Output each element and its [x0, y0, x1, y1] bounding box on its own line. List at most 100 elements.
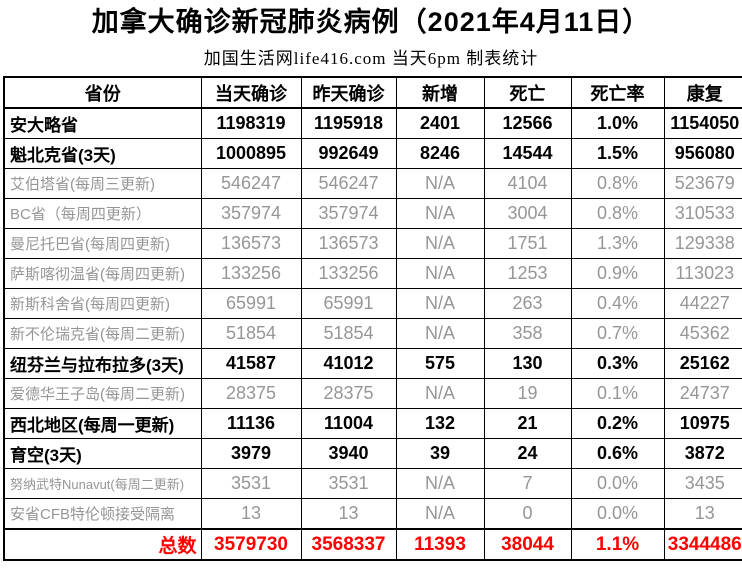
cell-recovered: 10975 [663, 408, 742, 439]
cell-province: 新不伦瑞克省(每周二更新) [3, 318, 202, 349]
cell-deaths: 263 [483, 288, 572, 319]
cell-recovered: 3344486 [663, 528, 742, 561]
table-row: 育空(3天) 3979 3940 39 24 0.6% 3872 [3, 438, 742, 469]
table-row: 西北地区(每周一更新) 11136 11004 132 21 0.2% 10975 [3, 408, 742, 439]
cell-today: 3979 [200, 438, 302, 469]
cell-new-cases: N/A [395, 498, 485, 530]
cell-deaths: 24 [483, 438, 572, 469]
cell-new-cases: 8246 [395, 138, 485, 169]
cell-deaths: 4104 [483, 168, 572, 199]
header-row: 省份 当天确诊 昨天确诊 新增 死亡 死亡率 康复 [3, 76, 742, 109]
column-header: 新增 [395, 76, 485, 109]
cell-death-rate: 0.9% [570, 258, 665, 289]
table-body: 安大略省 1198319 1195918 2401 12566 1.0% 1154050 魁北… [3, 107, 742, 561]
cell-today: 51854 [200, 318, 302, 349]
cell-recovered: 113023 [663, 258, 742, 289]
cell-recovered: 310533 [663, 198, 742, 229]
cell-province: 西北地区(每周一更新) [3, 408, 202, 439]
table-row: 曼尼托巴省(每周四更新) 136573 136573 N/A 1751 1.3% 12933… [3, 228, 742, 259]
cell-yesterday: 51854 [300, 318, 397, 349]
cell-recovered: 13 [663, 498, 742, 530]
cell-death-rate: 0.8% [570, 198, 665, 229]
cell-yesterday: 3568337 [300, 528, 397, 561]
cell-deaths: 7 [483, 468, 572, 499]
cell-new-cases: N/A [395, 198, 485, 229]
cell-death-rate: 1.5% [570, 138, 665, 169]
cell-today: 65991 [200, 288, 302, 319]
cell-yesterday: 133256 [300, 258, 397, 289]
cell-yesterday: 3531 [300, 468, 397, 499]
cell-recovered: 523679 [663, 168, 742, 199]
cell-death-rate: 0.0% [570, 468, 665, 499]
cell-deaths: 358 [483, 318, 572, 349]
table-row: 安大略省 1198319 1195918 2401 12566 1.0% 1154050 [3, 107, 742, 139]
cell-recovered: 3435 [663, 468, 742, 499]
table-row: 纽芬兰与拉布拉多(3天) 41587 41012 575 130 0.3% 25162 [3, 348, 742, 379]
cell-recovered: 44227 [663, 288, 742, 319]
cell-deaths: 1253 [483, 258, 572, 289]
cell-new-cases: N/A [395, 288, 485, 319]
cell-today: 3531 [200, 468, 302, 499]
cell-death-rate: 0.3% [570, 348, 665, 379]
table-row: 萨斯喀彻温省(每周四更新) 133256 133256 N/A 1253 0.9% 1130… [3, 258, 742, 289]
page-title: 加拿大确诊新冠肺炎病例（2021年4月11日） [91, 7, 651, 37]
cell-deaths: 19 [483, 378, 572, 409]
table-row: 艾伯塔省(每周三更新) 546247 546247 N/A 4104 0.8% 523679 [3, 168, 742, 199]
cell-recovered: 956080 [663, 138, 742, 169]
cell-death-rate: 0.8% [570, 168, 665, 199]
table-row: BC省（每周四更新） 357974 357974 N/A 3004 0.8% 310533 [3, 198, 742, 229]
cell-today: 3579730 [200, 528, 302, 561]
covid-report-page: 加拿大确诊新冠肺炎病例（2021年4月11日） 加国生活网life416.com… [0, 6, 742, 561]
cell-deaths: 0 [483, 498, 572, 530]
cell-yesterday: 13 [300, 498, 397, 530]
cell-today: 546247 [200, 168, 302, 199]
cell-death-rate: 0.1% [570, 378, 665, 409]
cell-deaths: 12566 [483, 107, 572, 139]
cell-today: 13 [200, 498, 302, 530]
column-header: 死亡率 [570, 76, 665, 109]
cell-new-cases: 132 [395, 408, 485, 439]
cell-yesterday: 3940 [300, 438, 397, 469]
cell-province: 新斯科舍省(每周四更新) [3, 288, 202, 319]
cell-recovered: 25162 [663, 348, 742, 379]
cell-province: 总数 [3, 528, 202, 561]
cell-new-cases: 39 [395, 438, 485, 469]
cell-today: 28375 [200, 378, 302, 409]
cell-yesterday: 136573 [300, 228, 397, 259]
cell-new-cases: N/A [395, 318, 485, 349]
column-header: 康复 [663, 76, 742, 109]
cell-today: 1198319 [200, 107, 302, 139]
cell-province: 萨斯喀彻温省(每周四更新) [3, 258, 202, 289]
cell-deaths: 3004 [483, 198, 572, 229]
cell-province: 安省CFB特伦顿接受隔离 [3, 498, 202, 530]
cell-recovered: 45362 [663, 318, 742, 349]
cell-yesterday: 28375 [300, 378, 397, 409]
table-row: 新斯科舍省(每周四更新) 65991 65991 N/A 263 0.4% 44227 [3, 288, 742, 319]
cell-new-cases: N/A [395, 378, 485, 409]
cell-recovered: 24737 [663, 378, 742, 409]
cell-new-cases: 575 [395, 348, 485, 379]
cell-province: 安大略省 [3, 107, 202, 139]
cell-today: 357974 [200, 198, 302, 229]
cell-new-cases: 11393 [395, 528, 485, 561]
cell-death-rate: 1.0% [570, 107, 665, 139]
cell-new-cases: N/A [395, 258, 485, 289]
cell-new-cases: N/A [395, 168, 485, 199]
cell-new-cases: N/A [395, 468, 485, 499]
totals-row: 总数 3579730 3568337 11393 38044 1.1% 3344486 [3, 528, 742, 561]
cell-recovered: 129338 [663, 228, 742, 259]
cell-province: 艾伯塔省(每周三更新) [3, 168, 202, 199]
column-header: 当天确诊 [200, 76, 302, 109]
cell-province: 爱德华王子岛(每周二更新) [3, 378, 202, 409]
cell-today: 41587 [200, 348, 302, 379]
cell-yesterday: 1195918 [300, 107, 397, 139]
cell-province: 魁北克省(3天) [3, 138, 202, 169]
cell-death-rate: 1.1% [570, 528, 665, 561]
cell-yesterday: 41012 [300, 348, 397, 379]
cell-deaths: 14544 [483, 138, 572, 169]
cell-yesterday: 992649 [300, 138, 397, 169]
column-header: 死亡 [483, 76, 572, 109]
cell-death-rate: 1.3% [570, 228, 665, 259]
table-row: 安省CFB特伦顿接受隔离 13 13 N/A 0 0.0% 13 [3, 498, 742, 530]
cell-death-rate: 0.7% [570, 318, 665, 349]
